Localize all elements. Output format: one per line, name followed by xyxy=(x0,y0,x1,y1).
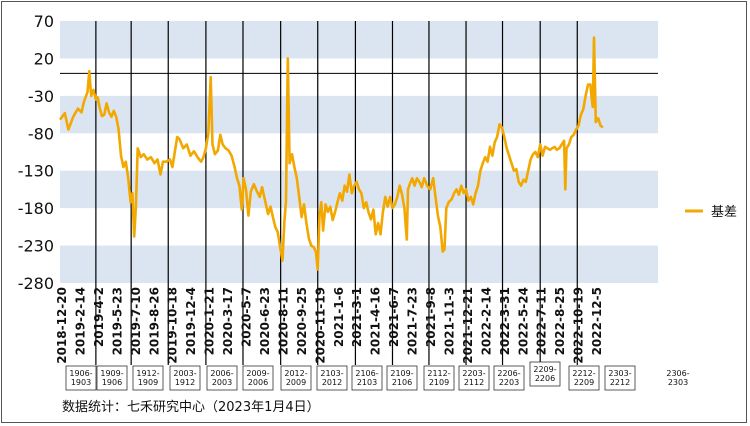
x-tick-label: 2019-10-18 xyxy=(166,287,180,364)
contract-box-text: 2012- xyxy=(284,369,307,378)
contract-box-text: 2209 xyxy=(574,378,594,387)
contract-box xyxy=(568,365,600,391)
contract-box-text: 2106- xyxy=(355,369,378,378)
contract-box-text: 2103- xyxy=(320,369,343,378)
contract-box-text: 2009 xyxy=(286,378,306,387)
x-tick-label: 2022-12-5 xyxy=(590,287,604,355)
x-tick-label: 2021-6-7 xyxy=(387,287,401,347)
x-tick-label: 2022-10-19 xyxy=(572,287,586,364)
contract-box-text: 1912- xyxy=(136,369,159,378)
contract-box-text: 2212- xyxy=(572,369,595,378)
x-tick-label: 2020-6-23 xyxy=(258,287,272,355)
contract-box xyxy=(663,366,693,390)
contract-box xyxy=(351,365,383,391)
contract-box-text: 2112- xyxy=(427,369,450,378)
x-tick-label: 2020-3-17 xyxy=(221,287,235,355)
contract-box-text: 2006- xyxy=(210,369,233,378)
x-tick-label: 2021-12-21 xyxy=(461,287,475,364)
x-tick-label: 2019-5-23 xyxy=(110,287,124,355)
x-tick-label: 2022-2-14 xyxy=(479,287,493,355)
contract-box xyxy=(280,365,312,391)
contract-box-text: 2109 xyxy=(429,378,449,387)
contract-box xyxy=(493,365,525,391)
y-tick-label: -230 xyxy=(18,237,54,256)
grid-band xyxy=(60,21,658,59)
y-tick-label: -80 xyxy=(28,124,54,143)
y-tick-label: -180 xyxy=(18,199,54,218)
contract-box-text: 2009- xyxy=(246,369,269,378)
x-tick-label: 2020-8-11 xyxy=(276,287,290,355)
contract-box xyxy=(423,365,455,391)
x-tick-label: 2018-12-20 xyxy=(55,287,69,364)
x-tick-label: 2020-9-25 xyxy=(295,287,309,355)
x-tick-label: 2021-11-3 xyxy=(442,287,456,355)
legend-label: 基差 xyxy=(711,205,737,220)
x-tick-label: 2020-1-21 xyxy=(203,287,217,355)
contract-box-text: 2103 xyxy=(357,378,377,387)
contract-box-text: 2303- xyxy=(608,369,631,378)
contract-box-text: 1909 xyxy=(138,378,158,387)
contract-box-text: 2003- xyxy=(173,369,196,378)
x-tick-label: 2019-2-14 xyxy=(73,287,87,355)
contract-box xyxy=(458,365,490,391)
contract-box-text: 2012 xyxy=(322,378,342,387)
contract-box xyxy=(604,365,636,391)
contract-box xyxy=(132,365,164,391)
y-tick-label: -30 xyxy=(28,87,54,106)
source-note: 数据统计：七禾研究中心（2023年1月4日） xyxy=(62,400,320,415)
grid-band xyxy=(60,95,658,134)
contract-box-text: 2212 xyxy=(610,378,630,387)
contract-box xyxy=(316,365,348,391)
x-tick-label: 2022-7-11 xyxy=(535,287,549,355)
contract-box-text: 1912 xyxy=(175,378,195,387)
y-tick-label: -280 xyxy=(18,274,54,293)
contract-box-text: 2203- xyxy=(462,369,485,378)
x-tick-label: 2021-9-8 xyxy=(424,287,438,347)
x-tick-label: 2019-8-26 xyxy=(147,287,161,355)
contract-box-text: 2106 xyxy=(392,378,412,387)
contract-box-text: 2206- xyxy=(497,369,520,378)
contract-box-text: 2112 xyxy=(464,378,484,387)
contract-box xyxy=(242,365,274,391)
contract-box xyxy=(206,365,238,391)
contract-box-text: 2209- xyxy=(533,365,556,374)
contract-box xyxy=(96,365,128,391)
contract-box-text: 2206 xyxy=(535,374,555,383)
x-tick-label: 2021-3-1 xyxy=(350,287,364,347)
contract-box-text: 2303 xyxy=(668,378,688,387)
x-tick-label: 2020-5-7 xyxy=(240,287,254,347)
x-tick-label: 2021-1-6 xyxy=(332,287,346,347)
contract-box-text: 1906- xyxy=(69,369,92,378)
y-tick-label: 70 xyxy=(34,12,54,31)
contract-box xyxy=(169,365,201,391)
contract-box-text: 2006 xyxy=(248,378,268,387)
x-tick-label: 2022-5-24 xyxy=(516,287,530,355)
x-tick-label: 2019-7-10 xyxy=(129,287,143,355)
contract-box xyxy=(386,365,418,391)
x-tick-label: 2021-4-16 xyxy=(369,287,383,355)
y-tick-label: -130 xyxy=(18,162,54,181)
grid-band xyxy=(60,245,658,283)
y-tick-label: 20 xyxy=(34,49,54,68)
contract-box-text: 2003 xyxy=(212,378,232,387)
x-tick-label: 2022-3-31 xyxy=(498,287,512,355)
x-tick-label: 2019-4-2 xyxy=(92,287,106,347)
contract-box-text: 1909- xyxy=(100,369,123,378)
x-tick-label: 2019-12-4 xyxy=(184,287,198,355)
contract-box-text: 2203 xyxy=(499,378,519,387)
x-tick-label: 2020-11-19 xyxy=(313,287,327,364)
contract-box-text: 1903 xyxy=(71,378,91,387)
x-tick-label: 2021-7-23 xyxy=(406,287,420,355)
contract-box xyxy=(529,361,561,387)
contract-box-text: 2109- xyxy=(390,369,413,378)
x-tick-label: 2022-8-25 xyxy=(553,287,567,355)
contract-box xyxy=(65,365,97,391)
series-line-basis xyxy=(58,36,604,271)
contract-box-text: 2306- xyxy=(666,369,689,378)
contract-box-text: 1906 xyxy=(102,378,122,387)
